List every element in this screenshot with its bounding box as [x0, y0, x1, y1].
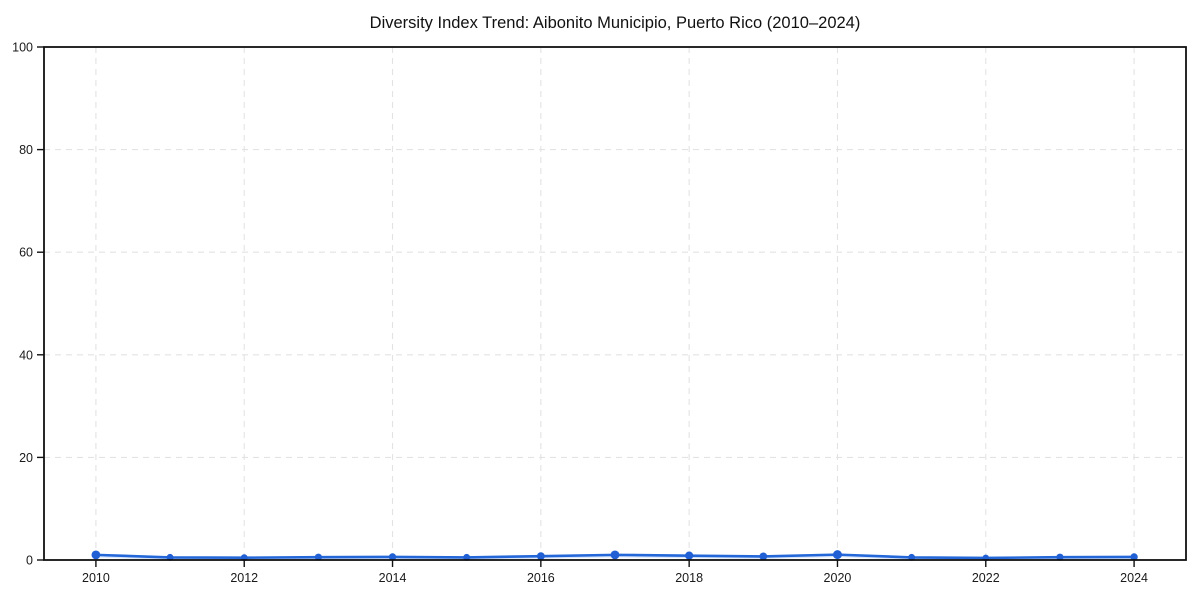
data-point	[388, 553, 397, 561]
x-tick-label: 2012	[230, 571, 258, 585]
y-tick-label: 100	[12, 41, 33, 55]
y-tick-label: 20	[19, 451, 33, 465]
data-point	[1056, 553, 1064, 561]
y-tick-label: 40	[19, 348, 33, 362]
x-tick-label: 2014	[379, 571, 407, 585]
x-tick-label: 2010	[82, 571, 110, 585]
data-point	[610, 550, 620, 560]
data-point	[685, 551, 694, 560]
x-tick-label: 2024	[1120, 571, 1148, 585]
data-point	[536, 552, 545, 561]
y-tick-label: 80	[19, 143, 33, 157]
data-point	[759, 552, 768, 561]
y-tick-label: 0	[26, 554, 33, 568]
data-point	[1130, 553, 1138, 561]
x-tick-label: 2018	[675, 571, 703, 585]
plot-frame	[43, 46, 1187, 561]
data-point	[832, 550, 842, 560]
data-point	[91, 550, 101, 560]
data-point	[314, 553, 322, 561]
chart-title: Diversity Index Trend: Aibonito Municipi…	[369, 14, 861, 32]
x-tick-label: 2016	[527, 571, 555, 585]
x-tick-label: 2022	[972, 571, 1000, 585]
y-tick-label: 60	[19, 246, 33, 260]
x-tick-label: 2020	[824, 571, 852, 585]
